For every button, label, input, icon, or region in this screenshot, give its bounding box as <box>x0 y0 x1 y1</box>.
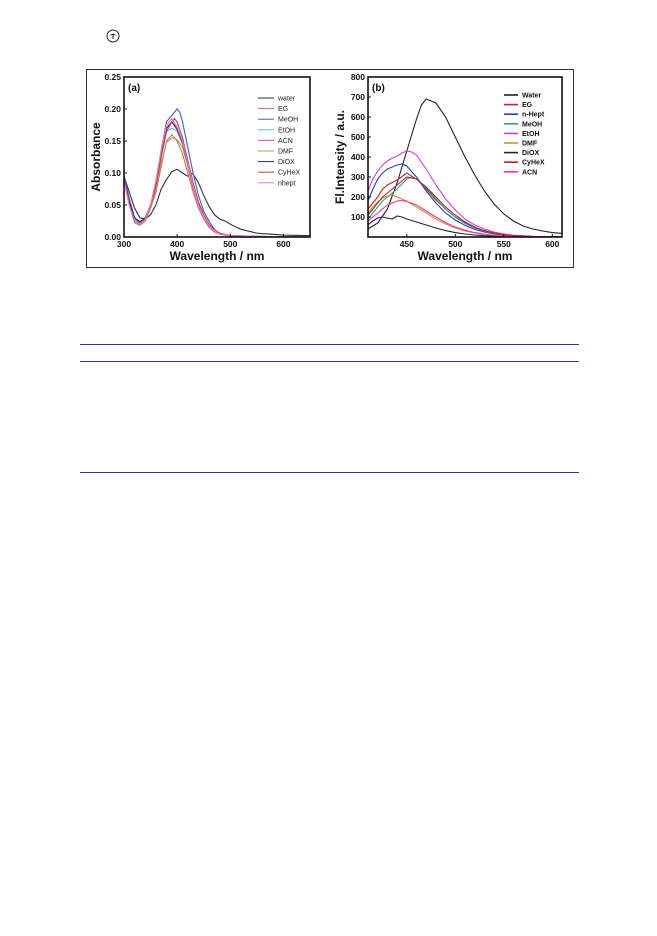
series-line-nhept <box>123 117 311 238</box>
y-tick-label: 0.05 <box>104 200 121 210</box>
y-tick-label: 800 <box>351 72 365 82</box>
y-tick-label: 0.15 <box>104 136 121 146</box>
legend-entry: water <box>277 96 296 103</box>
y-tick-label: 200 <box>351 192 365 202</box>
panel-label: (b) <box>372 83 385 94</box>
y-tick-label: 0.10 <box>104 168 121 178</box>
legend-entry: EG <box>522 102 533 109</box>
legend-entry: EtOH <box>522 131 540 138</box>
legend-entry: DiOX <box>278 159 295 166</box>
series-line-etoh <box>367 150 563 238</box>
legend-entry: ACN <box>522 169 537 176</box>
series-line-cyhex <box>367 176 563 238</box>
series-line-meoh <box>367 176 563 238</box>
legend-entry: Water <box>522 93 541 100</box>
x-tick-label: 400 <box>170 239 184 249</box>
legend-entry: CyHeX <box>522 160 545 167</box>
legend-entry: DiOX <box>522 150 539 157</box>
x-tick-label: 600 <box>276 239 290 249</box>
series-line-water <box>367 98 563 234</box>
legend-entry: ACN <box>278 138 293 145</box>
y-tick-label: 0.25 <box>104 72 121 82</box>
series-line-cyhex <box>123 117 311 238</box>
figure-frame: 300 400 500 600 0.00 0.05 0.10 0.15 0.20 0.25 Wave… <box>86 69 574 268</box>
y-tick-label: 600 <box>351 112 365 122</box>
table-top-rule <box>80 344 579 345</box>
y-tick-label: 300 <box>351 172 365 182</box>
panel-label: (a) <box>128 83 140 94</box>
panel-a-chart: 300 400 500 600 0.00 0.05 0.10 0.15 0.20 0.25 Wave… <box>89 72 311 263</box>
legend-entry: DMF <box>278 149 293 156</box>
elsevier-tree-logo-icon <box>106 29 120 43</box>
x-axis-label: Wavelength / nm <box>170 249 265 263</box>
legend-entry: n-Hept <box>522 112 545 119</box>
legend-entry: nhept <box>278 180 296 187</box>
x-tick-label: 500 <box>448 239 462 249</box>
legend-entry: DMF <box>522 141 538 148</box>
x-tick-label: 600 <box>545 239 559 249</box>
figure-canvas: 300 400 500 600 0.00 0.05 0.10 0.15 0.20 0.25 Wave… <box>89 72 563 263</box>
y-axis-label: Fl.Intensity / a.u. <box>333 110 347 204</box>
legend-entry: EG <box>278 106 288 113</box>
table-bottom-rule <box>80 472 579 473</box>
y-tick-label: 0.20 <box>104 104 121 114</box>
legend-entry: CyHeX <box>278 170 301 177</box>
y-tick-label: 400 <box>351 152 365 162</box>
y-tick-label: 0.00 <box>104 232 121 242</box>
legend-entry: MeOH <box>278 117 298 124</box>
y-tick-label: 700 <box>351 92 365 102</box>
panel-b-chart: 450 500 550 600 100 200 300 400 500 600 700 800 Wave… <box>333 72 563 263</box>
y-tick-label: 100 <box>351 212 365 222</box>
series-line-acn <box>367 200 563 238</box>
y-axis-label: Absorbance <box>89 122 103 192</box>
x-tick-label: 550 <box>497 239 511 249</box>
x-tick-label: 300 <box>117 239 131 249</box>
table-header-rule <box>80 361 579 362</box>
plot-area-frame <box>123 76 311 238</box>
y-tick-label: 500 <box>351 132 365 142</box>
legend-entry: EtOH <box>278 127 295 134</box>
x-axis-label: Wavelength / nm <box>418 249 513 263</box>
x-tick-label: 450 <box>400 239 414 249</box>
legend-entry: MeOH <box>522 121 542 128</box>
x-tick-label: 500 <box>223 239 237 249</box>
